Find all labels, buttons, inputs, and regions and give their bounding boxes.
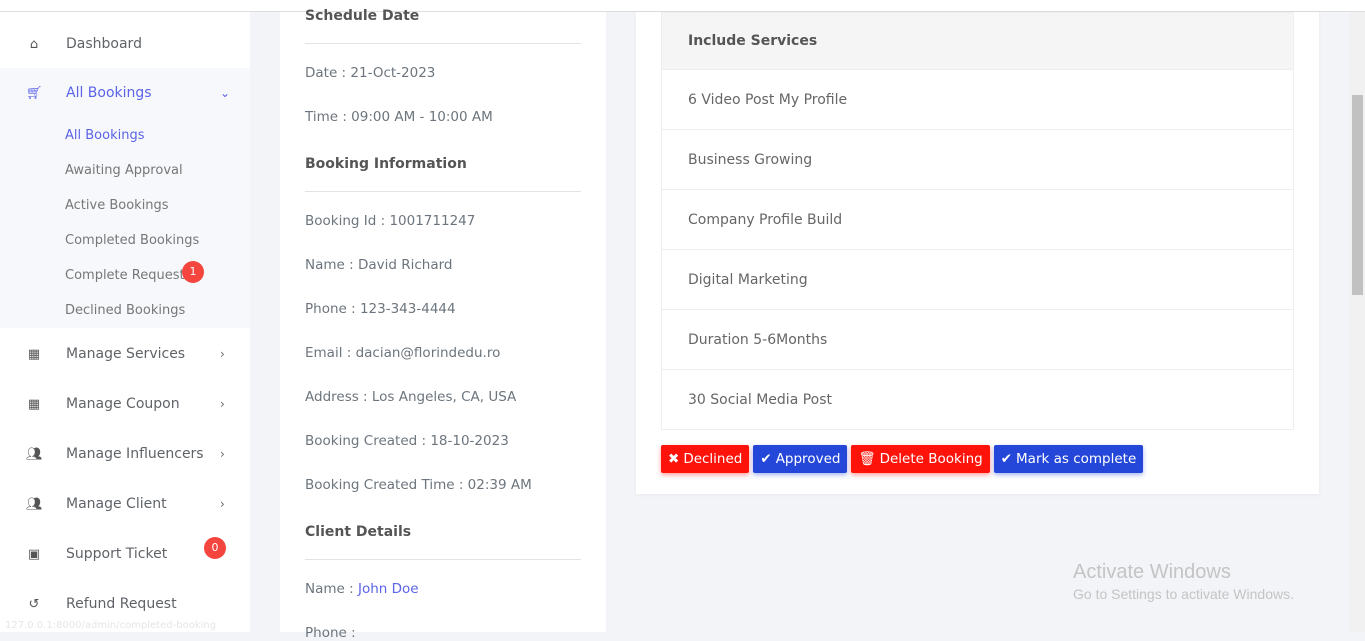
activate-windows-subtitle: Go to Settings to activate Windows. (1073, 586, 1294, 602)
browser-bookmark-bar (0, 0, 1365, 12)
status-url: 127.0.0.1:8000/admin/completed-booking (5, 620, 217, 631)
services-table: Include Services 6 Video Post My Profile… (661, 12, 1294, 430)
approved-button[interactable]: ✔ Approved (753, 445, 848, 473)
sidebar-item-label: Manage Services (66, 346, 186, 362)
address-field: Address : Los Angeles, CA, USA (305, 389, 517, 405)
sub-item-declined-bookings[interactable]: Declined Bookings (65, 303, 186, 318)
date-field: Date : 21-Oct-2023 (305, 65, 436, 81)
service-row: Business Growing (662, 129, 1293, 189)
sub-item-awaiting-approval[interactable]: Awaiting Approval (65, 163, 183, 178)
sidebar-item-label: Manage Influencers (66, 446, 204, 462)
cart-icon: 🛒︎ (26, 85, 43, 101)
sidebar-item-refund-request[interactable]: ↺ Refund Request (0, 579, 250, 629)
client-phone-field: Phone : (305, 625, 356, 641)
booking-information-heading: Booking Information (305, 156, 467, 172)
sidebar-item-label: Refund Request (66, 596, 177, 612)
client-name-field: Name : John Doe (305, 581, 419, 597)
chevron-right-icon: › (220, 497, 225, 511)
service-row: Duration 5-6Months (662, 309, 1293, 369)
users-icon: 👥︎ (26, 446, 43, 462)
delete-booking-button[interactable]: 🗑︎ Delete Booking (851, 445, 990, 473)
divider (305, 191, 581, 192)
check-icon: ✔ (1000, 451, 1013, 467)
booking-created-field: Booking Created : 18-10-2023 (305, 433, 509, 449)
service-row: Digital Marketing (662, 249, 1293, 309)
all-bookings-group: 🛒︎ All Bookings ⌄ All Bookings Awaiting … (0, 68, 250, 328)
declined-button[interactable]: ✖ Declined (661, 445, 750, 473)
grid-icon: ▦ (27, 396, 41, 412)
sidebar-item-manage-client[interactable]: 👥︎ Manage Client › (0, 479, 250, 529)
sidebar-item-manage-coupon[interactable]: ▦ Manage Coupon › (0, 379, 250, 429)
chevron-down-icon: ⌄ (220, 86, 231, 100)
complete-request-badge: 1 (182, 261, 204, 283)
time-field: Time : 09:00 AM - 10:00 AM (305, 109, 493, 125)
divider (305, 43, 581, 44)
sidebar-item-all-bookings[interactable]: 🛒︎ All Bookings ⌄ (0, 68, 250, 118)
service-row: 30 Social Media Post (662, 369, 1293, 429)
ticket-icon: ▣ (27, 546, 41, 562)
sidebar-item-manage-influencers[interactable]: 👥︎ Manage Influencers › (0, 429, 250, 479)
phone-field: Phone : 123-343-4444 (305, 301, 456, 317)
sidebar: ⌂ Dashboard 🛒︎ All Bookings ⌄ All Bookin… (0, 12, 250, 632)
client-name-link[interactable]: John Doe (357, 581, 419, 597)
sidebar-item-label: Manage Coupon (66, 396, 180, 412)
undo-icon: ↺ (28, 596, 40, 612)
booking-details-card: Schedule Date Date : 21-Oct-2023 Time : … (280, 8, 606, 641)
sub-item-completed-bookings[interactable]: Completed Bookings (65, 233, 200, 248)
mark-as-complete-button[interactable]: ✔ Mark as complete (993, 445, 1144, 473)
grid-icon: ▦ (27, 346, 41, 362)
sidebar-item-label: Manage Client (66, 496, 167, 512)
users-icon: 👥︎ (26, 496, 43, 512)
sub-item-active-bookings[interactable]: Active Bookings (65, 198, 169, 213)
name-field: Name : David Richard (305, 257, 453, 273)
email-field: Email : dacian@florindedu.ro (305, 345, 501, 361)
sidebar-item-manage-services[interactable]: ▦ Manage Services › (0, 329, 250, 379)
client-details-heading: Client Details (305, 524, 412, 540)
sidebar-item-dashboard[interactable]: ⌂ Dashboard (0, 19, 250, 69)
button-label: Declined (683, 451, 743, 467)
sub-item-all-bookings[interactable]: All Bookings (65, 128, 145, 143)
sidebar-item-support-ticket[interactable]: ▣ Support Ticket 0 (0, 529, 250, 579)
sub-item-complete-request[interactable]: Complete Request (65, 268, 185, 283)
services-card: Include Services 6 Video Post My Profile… (636, 12, 1319, 494)
support-ticket-badge: 0 (204, 537, 226, 559)
schedule-date-heading: Schedule Date (305, 8, 420, 24)
button-label: Delete Booking (879, 451, 983, 467)
button-label: Mark as complete (1016, 451, 1137, 467)
service-row: Company Profile Build (662, 189, 1293, 249)
activate-windows-title: Activate Windows (1073, 561, 1231, 583)
sidebar-item-label: All Bookings (66, 85, 152, 101)
check-icon: ✔ (760, 451, 772, 467)
client-name-label: Name : (305, 581, 358, 597)
home-icon: ⌂ (29, 36, 39, 52)
chevron-right-icon: › (220, 397, 225, 411)
sidebar-item-label: Dashboard (66, 36, 142, 52)
chevron-right-icon: › (220, 447, 225, 461)
x-icon: ✖ (668, 451, 680, 467)
divider (305, 559, 581, 560)
page-scrollbar[interactable] (1350, 12, 1365, 632)
booking-id-field: Booking Id : 1001711247 (305, 213, 476, 229)
scrollbar-thumb[interactable] (1352, 95, 1363, 295)
button-label: Approved (775, 451, 841, 467)
action-buttons: ✖ Declined ✔ Approved 🗑︎ Delete Booking ✔ Ma… (661, 445, 1144, 473)
sidebar-item-label: Support Ticket (66, 546, 168, 562)
chevron-right-icon: › (220, 347, 225, 361)
booking-created-time-field: Booking Created Time : 02:39 AM (305, 477, 532, 493)
service-row: 6 Video Post My Profile (662, 69, 1293, 129)
services-table-header: Include Services (662, 13, 1293, 69)
trash-icon: 🗑︎ (858, 451, 876, 467)
